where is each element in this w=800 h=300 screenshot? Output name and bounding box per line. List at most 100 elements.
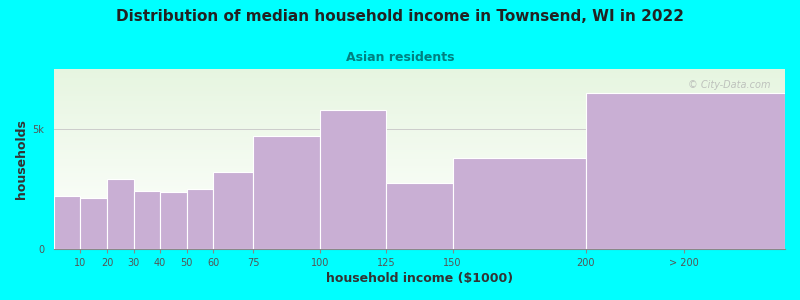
Bar bbox=[54, 218, 785, 220]
Bar bbox=[54, 168, 785, 170]
Bar bbox=[54, 96, 785, 98]
Bar bbox=[320, 110, 386, 249]
Bar bbox=[54, 229, 785, 231]
Bar bbox=[586, 93, 785, 249]
Bar bbox=[54, 100, 785, 101]
Bar bbox=[54, 202, 785, 204]
Bar bbox=[54, 74, 785, 76]
Bar bbox=[54, 231, 785, 233]
Bar bbox=[54, 200, 785, 202]
Bar bbox=[54, 116, 785, 118]
Bar bbox=[54, 161, 785, 163]
Bar bbox=[54, 107, 785, 109]
Bar bbox=[54, 242, 785, 243]
Bar bbox=[54, 195, 785, 197]
Bar bbox=[54, 240, 785, 242]
Bar bbox=[54, 238, 785, 240]
Bar bbox=[54, 209, 785, 211]
Bar bbox=[386, 183, 453, 249]
Bar bbox=[54, 181, 785, 182]
Bar bbox=[54, 245, 785, 247]
Bar bbox=[160, 193, 186, 249]
Bar bbox=[54, 225, 785, 227]
Bar bbox=[54, 213, 785, 214]
Bar bbox=[54, 78, 785, 80]
Bar bbox=[54, 82, 785, 83]
Bar bbox=[54, 71, 785, 73]
Bar bbox=[54, 85, 785, 87]
Bar bbox=[253, 136, 320, 249]
Bar bbox=[107, 179, 134, 249]
Bar bbox=[54, 179, 785, 181]
Text: © City-Data.com: © City-Data.com bbox=[688, 80, 770, 90]
Bar bbox=[134, 191, 160, 249]
Bar bbox=[54, 159, 785, 161]
Bar bbox=[54, 182, 785, 184]
Bar bbox=[54, 76, 785, 78]
Bar bbox=[54, 152, 785, 154]
Bar bbox=[54, 91, 785, 92]
Bar bbox=[54, 197, 785, 199]
Bar bbox=[54, 232, 785, 234]
Bar bbox=[54, 139, 785, 141]
Bar bbox=[54, 214, 785, 216]
Y-axis label: households: households bbox=[15, 119, 28, 199]
Bar bbox=[186, 189, 214, 249]
Bar bbox=[54, 145, 785, 146]
Bar bbox=[214, 172, 253, 249]
Bar bbox=[54, 234, 785, 236]
Bar bbox=[54, 69, 785, 71]
Bar bbox=[54, 94, 785, 96]
Bar bbox=[54, 83, 785, 85]
Bar bbox=[54, 243, 785, 245]
Bar bbox=[54, 177, 785, 179]
Bar bbox=[54, 175, 785, 177]
Bar bbox=[54, 146, 785, 148]
Bar bbox=[54, 199, 785, 200]
Bar bbox=[54, 188, 785, 190]
Bar bbox=[54, 193, 785, 195]
Bar bbox=[54, 166, 785, 168]
Bar bbox=[54, 163, 785, 164]
Bar bbox=[54, 236, 785, 238]
Bar bbox=[54, 121, 785, 123]
Text: Distribution of median household income in Townsend, WI in 2022: Distribution of median household income … bbox=[116, 9, 684, 24]
Bar bbox=[54, 123, 785, 125]
Bar bbox=[54, 247, 785, 249]
Bar bbox=[54, 125, 785, 127]
Bar bbox=[54, 98, 785, 100]
Bar bbox=[54, 112, 785, 114]
Bar bbox=[54, 186, 785, 188]
Bar bbox=[54, 190, 785, 191]
Bar bbox=[54, 103, 785, 105]
Bar bbox=[54, 157, 785, 159]
Bar bbox=[54, 118, 785, 119]
Bar bbox=[54, 208, 785, 209]
Bar bbox=[54, 143, 785, 145]
Bar bbox=[54, 184, 785, 186]
Bar bbox=[54, 87, 785, 89]
Bar bbox=[54, 220, 785, 222]
Bar bbox=[54, 130, 785, 132]
Bar bbox=[54, 109, 785, 110]
Bar bbox=[54, 148, 785, 150]
Bar bbox=[54, 127, 785, 128]
Bar bbox=[80, 199, 107, 249]
Bar bbox=[54, 141, 785, 143]
Bar bbox=[54, 128, 785, 130]
Bar bbox=[54, 101, 785, 103]
Bar bbox=[54, 110, 785, 112]
Bar bbox=[54, 224, 785, 225]
Bar bbox=[54, 119, 785, 121]
Bar bbox=[54, 172, 785, 173]
Bar bbox=[54, 92, 785, 94]
Bar bbox=[54, 222, 785, 224]
Bar bbox=[54, 114, 785, 116]
Bar bbox=[453, 158, 586, 249]
Bar bbox=[54, 132, 785, 134]
Bar bbox=[54, 150, 785, 152]
Bar bbox=[54, 216, 785, 218]
Bar bbox=[54, 173, 785, 175]
Bar bbox=[54, 105, 785, 107]
Text: Asian residents: Asian residents bbox=[346, 51, 454, 64]
